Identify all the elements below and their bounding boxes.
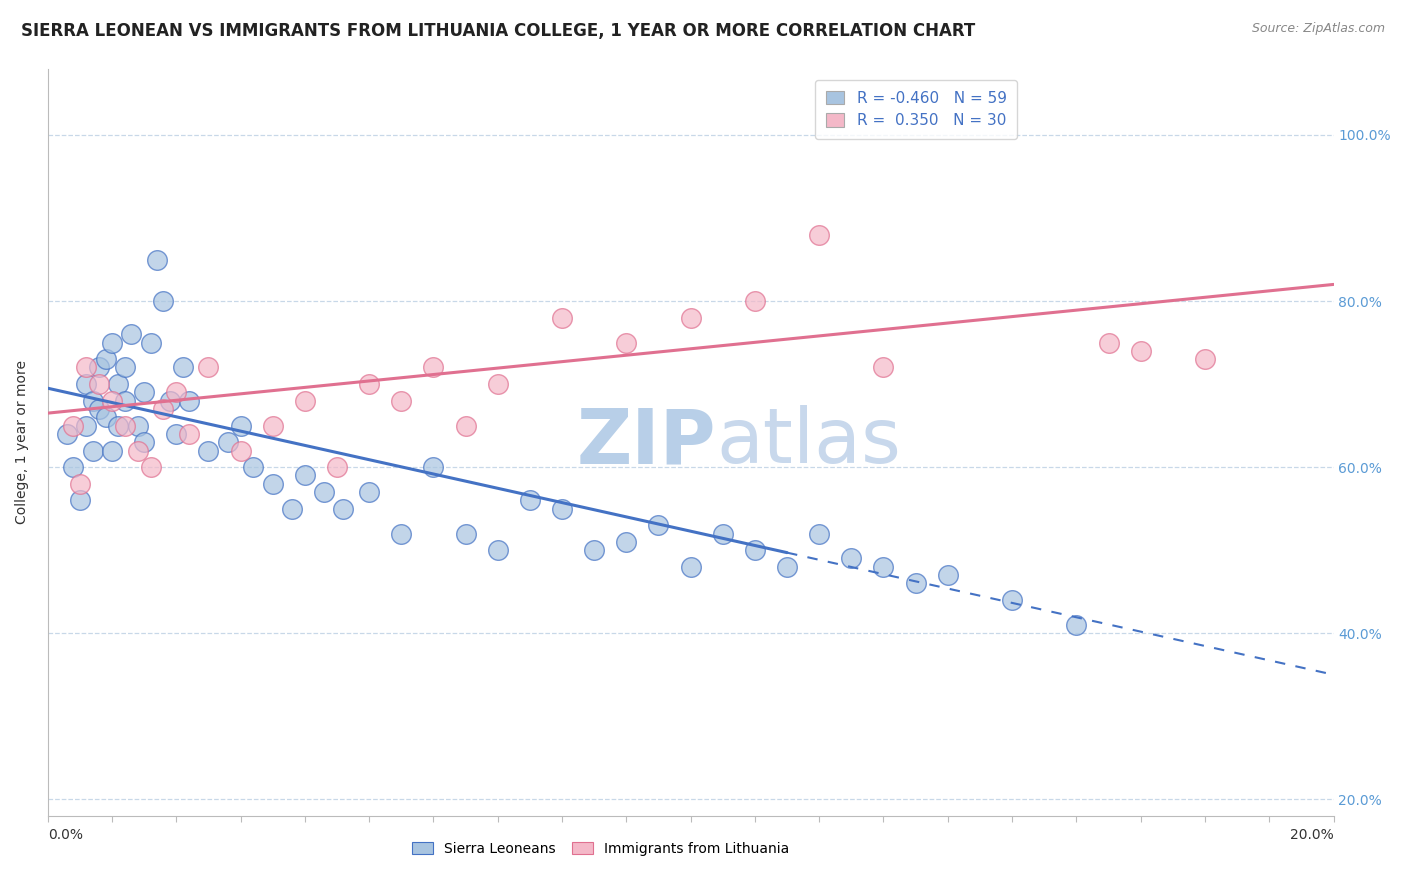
Point: [1194, 352, 1216, 367]
Point: [808, 526, 831, 541]
Point: [744, 293, 766, 308]
Legend: R = -0.460   N = 59, R =  0.350   N = 30: R = -0.460 N = 59, R = 0.350 N = 30: [815, 80, 1018, 139]
Point: [152, 293, 174, 308]
Point: [1097, 335, 1119, 350]
Point: [551, 501, 574, 516]
Point: [422, 360, 444, 375]
Point: [262, 476, 284, 491]
Point: [139, 460, 162, 475]
Point: [94, 410, 117, 425]
Point: [711, 526, 734, 541]
Point: [179, 426, 201, 441]
Point: [841, 551, 863, 566]
Text: atlas: atlas: [716, 405, 901, 479]
Point: [904, 576, 927, 591]
Point: [614, 335, 637, 350]
Text: 0.0%: 0.0%: [48, 829, 83, 842]
Point: [776, 559, 799, 574]
Point: [165, 426, 187, 441]
Point: [89, 377, 111, 392]
Point: [62, 418, 84, 433]
Point: [217, 435, 239, 450]
Point: [389, 526, 412, 541]
Point: [134, 385, 156, 400]
Point: [422, 460, 444, 475]
Point: [1129, 343, 1152, 358]
Point: [114, 360, 136, 375]
Point: [519, 493, 541, 508]
Point: [197, 443, 219, 458]
Point: [107, 377, 129, 392]
Point: [101, 443, 124, 458]
Point: [359, 377, 381, 392]
Point: [94, 352, 117, 367]
Point: [936, 568, 959, 582]
Point: [679, 559, 702, 574]
Point: [1001, 593, 1024, 607]
Point: [107, 418, 129, 433]
Text: 20.0%: 20.0%: [1289, 829, 1333, 842]
Point: [551, 310, 574, 325]
Point: [229, 418, 252, 433]
Point: [314, 485, 336, 500]
Point: [583, 543, 606, 558]
Text: Source: ZipAtlas.com: Source: ZipAtlas.com: [1251, 22, 1385, 36]
Point: [872, 360, 894, 375]
Point: [359, 485, 381, 500]
Point: [62, 460, 84, 475]
Point: [89, 360, 111, 375]
Point: [146, 252, 169, 267]
Point: [89, 401, 111, 416]
Point: [294, 468, 316, 483]
Point: [326, 460, 349, 475]
Point: [114, 393, 136, 408]
Point: [56, 426, 79, 441]
Point: [101, 335, 124, 350]
Point: [744, 543, 766, 558]
Point: [127, 418, 149, 433]
Point: [69, 493, 91, 508]
Point: [1066, 618, 1088, 632]
Point: [139, 335, 162, 350]
Point: [75, 360, 97, 375]
Point: [808, 227, 831, 242]
Point: [679, 310, 702, 325]
Point: [389, 393, 412, 408]
Y-axis label: College, 1 year or more: College, 1 year or more: [15, 360, 30, 524]
Point: [294, 393, 316, 408]
Text: ZIP: ZIP: [576, 405, 716, 479]
Point: [872, 559, 894, 574]
Point: [197, 360, 219, 375]
Point: [127, 443, 149, 458]
Point: [114, 418, 136, 433]
Point: [134, 435, 156, 450]
Point: [454, 526, 477, 541]
Point: [262, 418, 284, 433]
Point: [281, 501, 304, 516]
Point: [82, 443, 104, 458]
Point: [75, 418, 97, 433]
Point: [101, 393, 124, 408]
Point: [75, 377, 97, 392]
Point: [152, 401, 174, 416]
Point: [69, 476, 91, 491]
Point: [614, 534, 637, 549]
Point: [332, 501, 354, 516]
Point: [486, 543, 509, 558]
Point: [82, 393, 104, 408]
Point: [486, 377, 509, 392]
Point: [647, 518, 669, 533]
Point: [172, 360, 194, 375]
Point: [454, 418, 477, 433]
Point: [179, 393, 201, 408]
Point: [159, 393, 181, 408]
Text: SIERRA LEONEAN VS IMMIGRANTS FROM LITHUANIA COLLEGE, 1 YEAR OR MORE CORRELATION : SIERRA LEONEAN VS IMMIGRANTS FROM LITHUA…: [21, 22, 976, 40]
Point: [242, 460, 264, 475]
Point: [120, 327, 142, 342]
Point: [165, 385, 187, 400]
Point: [229, 443, 252, 458]
